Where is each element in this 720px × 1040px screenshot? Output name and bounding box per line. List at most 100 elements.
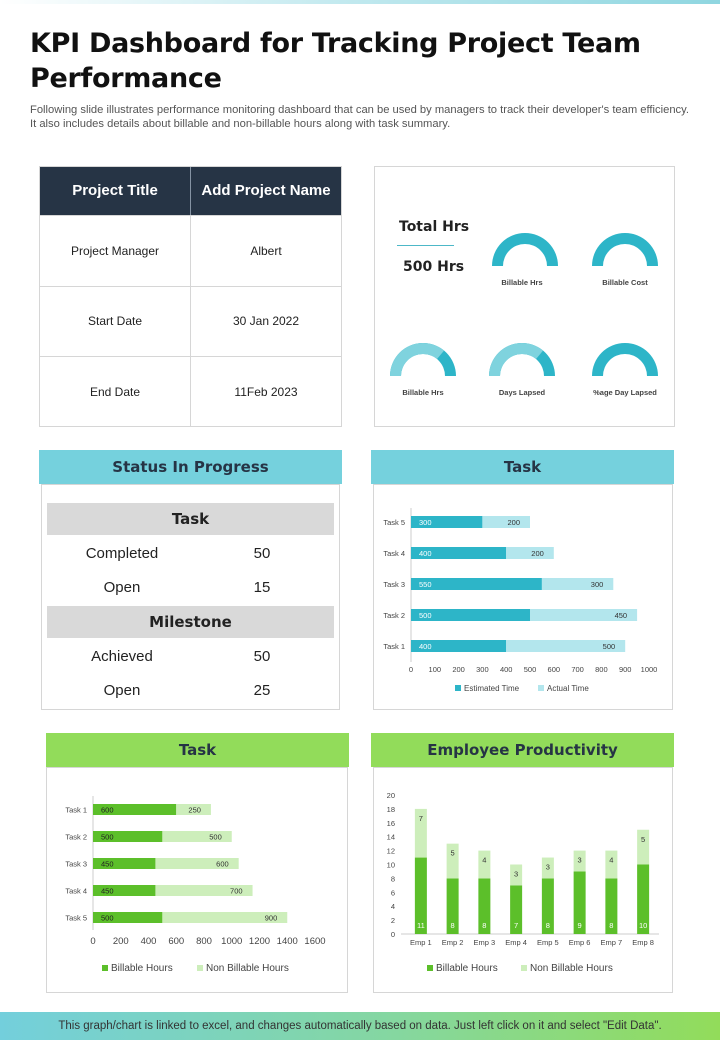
task-hours-header: Task	[46, 733, 349, 767]
status-open-row: Open 15	[47, 574, 334, 602]
bar-segment	[93, 912, 163, 923]
end-date-value: 11Feb 2023	[234, 384, 298, 399]
bar-segment	[605, 878, 618, 934]
x-tick-label: 1400	[277, 936, 298, 947]
y-tick-label: 2	[391, 916, 395, 925]
bar-segment	[573, 850, 586, 872]
legend-label: Billable Hours	[436, 963, 498, 974]
bar-segment	[414, 857, 427, 934]
bar-data-label: 500	[419, 611, 432, 620]
x-tick-label: Emp 7	[601, 938, 623, 947]
bar-data-label: 7	[514, 921, 518, 930]
bar-segment	[446, 878, 459, 934]
bar-segment	[155, 885, 253, 896]
achieved-value: 50	[253, 648, 271, 665]
gauge-label-billable-hrs: Billable Hrs	[501, 278, 543, 287]
bar-segment	[573, 871, 586, 934]
y-tick-label: 18	[387, 805, 395, 814]
x-tick-label: 500	[524, 665, 537, 674]
bar-data-label: 4	[482, 856, 486, 865]
bar-segment	[446, 843, 459, 879]
x-tick-label: 1600	[304, 936, 325, 947]
x-tick-label: 400	[500, 665, 513, 674]
y-tick-label: 14	[387, 833, 395, 842]
bar-segment	[478, 850, 491, 879]
end-date-label: End Date	[40, 357, 191, 427]
bar-segment	[605, 850, 618, 879]
bar-segment	[176, 804, 211, 815]
category-label: Task 5	[383, 518, 405, 527]
project-name-header[interactable]: Add Project Name	[201, 182, 331, 199]
bar-segment	[637, 829, 650, 865]
bar-segment	[482, 516, 530, 528]
bar-segment	[411, 609, 530, 621]
bar-segment	[162, 831, 232, 842]
bar-segment	[510, 864, 523, 886]
x-tick-label: Emp 8	[632, 938, 654, 947]
open-milestone-label: Open	[103, 682, 141, 699]
y-tick-label: 4	[391, 902, 395, 911]
total-hours-divider	[397, 245, 454, 246]
bar-segment	[411, 516, 483, 528]
project-title-header: Project Title	[40, 167, 191, 215]
bar-data-label: 500	[603, 642, 616, 651]
category-label: Task 2	[65, 833, 87, 842]
category-label: Task 4	[383, 549, 405, 558]
start-date-value: 30 Jan 2022	[232, 314, 300, 329]
bar-data-label: 600	[216, 860, 229, 869]
bar-data-label: 450	[615, 611, 628, 620]
legend-swatch	[102, 965, 108, 971]
gauge-arc-highlight	[489, 343, 544, 376]
category-label: Task 5	[65, 914, 87, 923]
status-milestone-band: Milestone	[47, 606, 334, 638]
legend-swatch	[197, 965, 203, 971]
bar-segment	[506, 547, 554, 559]
y-tick-label: 8	[391, 874, 395, 883]
bar-data-label: 4	[609, 856, 613, 865]
gauge-arc-highlight	[390, 342, 445, 376]
y-tick-label: 12	[387, 847, 395, 856]
bar-data-label: 300	[591, 580, 604, 589]
bar-segment	[411, 640, 507, 652]
legend-swatch	[455, 685, 461, 691]
legend-swatch	[521, 965, 527, 971]
task-hours-chart: Task 1 600 250 Task 2 500 500 Task 3 450 600 Task…	[65, 796, 326, 974]
bar-data-label: 450	[101, 887, 114, 896]
bar-data-label: 200	[507, 518, 520, 527]
category-label: Task 1	[65, 806, 87, 815]
bar-segment	[541, 878, 554, 934]
productivity-chart: 0 2 4 6 8 10 12 14 16 18 20 11 7 Emp 1 8 5 Emp 2 8 4 Emp 3 7…	[387, 791, 659, 974]
x-tick-label: 200	[452, 665, 465, 674]
gauges-svg	[390, 233, 658, 376]
table-row: End Date 11Feb 2023	[40, 356, 341, 427]
bar-data-label: 8	[451, 921, 455, 930]
x-tick-label: 1000	[641, 665, 658, 674]
task-time-chart: Task 5 300 200 Task 4 400 200 Task 3 550 300 Task…	[383, 508, 658, 693]
category-label: Task 4	[65, 887, 87, 896]
category-label: Task 2	[383, 611, 405, 620]
bar-segment	[93, 858, 156, 869]
x-tick-label: 1200	[249, 936, 270, 947]
x-tick-label: 800	[595, 665, 608, 674]
status-open-milestone-row: Open 25	[47, 677, 334, 705]
x-tick-label: Emp 1	[410, 938, 432, 947]
bar-data-label: 450	[101, 860, 114, 869]
x-tick-label: 400	[141, 936, 157, 947]
bar-data-label: 400	[419, 642, 432, 651]
bar-data-label: 8	[482, 921, 486, 930]
bar-data-label: 900	[265, 914, 278, 923]
project-manager-value: Albert	[250, 243, 282, 258]
project-info-table: Project Title Add Project Name Project M…	[39, 166, 342, 427]
x-tick-label: 1000	[221, 936, 242, 947]
bar-data-label: 700	[230, 887, 243, 896]
completed-value: 50	[253, 545, 271, 562]
y-tick-label: 20	[387, 791, 395, 800]
bar-segment	[93, 831, 163, 842]
bar-data-label: 500	[209, 833, 222, 842]
bar-data-label: 8	[609, 921, 613, 930]
task-time-header: Task	[371, 450, 674, 484]
legend-label: Non Billable Hours	[206, 963, 289, 974]
gauge-label-billable-cost: Billable Cost	[602, 278, 648, 287]
bar-segment	[414, 808, 427, 858]
bar-data-label: 5	[451, 849, 455, 858]
